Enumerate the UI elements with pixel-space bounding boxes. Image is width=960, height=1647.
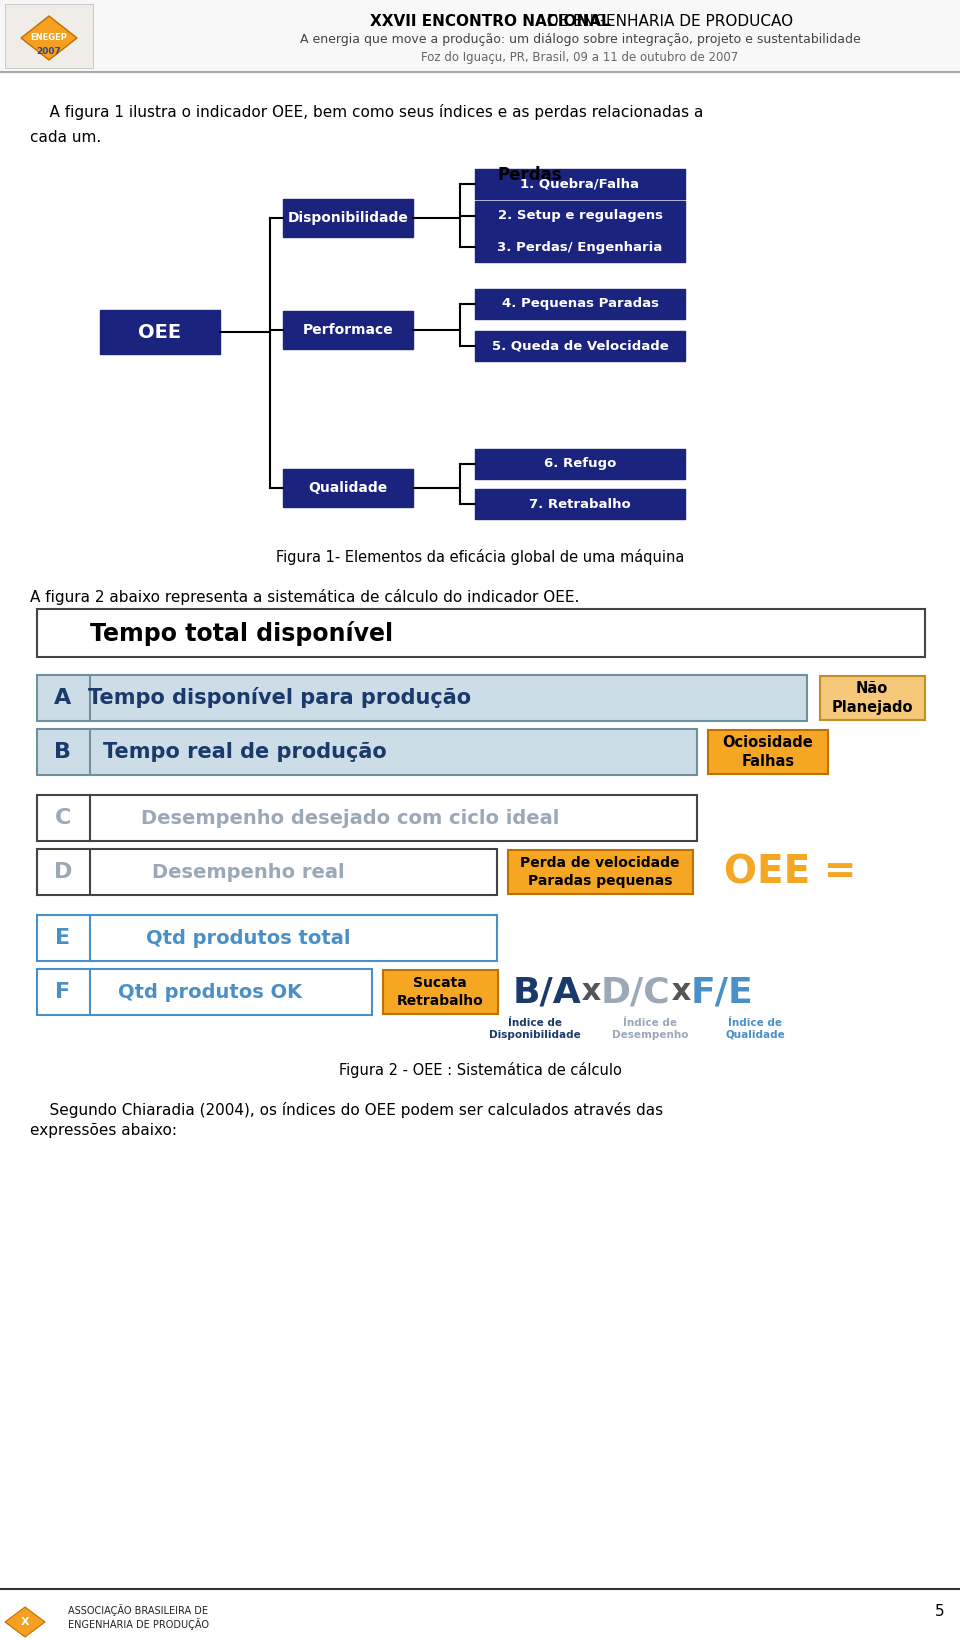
FancyBboxPatch shape	[708, 730, 828, 774]
Text: A energia que move a produção: um diálogo sobre integração, projeto e sustentabi: A energia que move a produção: um diálog…	[300, 33, 860, 46]
Text: E: E	[56, 927, 71, 949]
Text: x: x	[571, 978, 612, 1006]
Text: Tempo total disponível: Tempo total disponível	[90, 621, 394, 646]
FancyBboxPatch shape	[283, 199, 413, 237]
Text: Perda de velocidade
Paradas pequenas: Perda de velocidade Paradas pequenas	[520, 856, 680, 888]
Text: Figura 2 - OEE : Sistemática de cálculo: Figura 2 - OEE : Sistemática de cálculo	[339, 1062, 621, 1079]
Text: Não
Planejado: Não Planejado	[831, 682, 913, 715]
Text: F: F	[56, 982, 71, 1001]
Text: D: D	[54, 861, 72, 883]
FancyBboxPatch shape	[37, 730, 697, 776]
Text: B: B	[55, 743, 71, 763]
Text: Perdas: Perdas	[497, 166, 563, 184]
Text: Tempo real de produção: Tempo real de produção	[103, 743, 387, 763]
FancyBboxPatch shape	[283, 469, 413, 507]
Text: Figura 1- Elementos da eficácia global de uma máquina: Figura 1- Elementos da eficácia global d…	[276, 548, 684, 565]
FancyBboxPatch shape	[37, 609, 925, 657]
FancyBboxPatch shape	[475, 232, 685, 262]
Text: C: C	[55, 809, 71, 828]
FancyBboxPatch shape	[283, 311, 413, 349]
Text: OEE =: OEE =	[724, 853, 856, 891]
Text: Disponibilidade: Disponibilidade	[288, 211, 408, 226]
Text: ENEGEP: ENEGEP	[31, 33, 67, 43]
Text: ASSOCIAÇÃO BRASILEIRA DE
ENGENHARIA DE PRODUÇÃO: ASSOCIAÇÃO BRASILEIRA DE ENGENHARIA DE P…	[68, 1604, 209, 1631]
Text: 6. Refugo: 6. Refugo	[543, 458, 616, 471]
Text: cada um.: cada um.	[30, 130, 101, 145]
FancyBboxPatch shape	[100, 310, 220, 354]
Text: x: x	[661, 978, 702, 1006]
FancyBboxPatch shape	[37, 968, 372, 1015]
Polygon shape	[5, 1607, 45, 1637]
Text: Ociosidade
Falhas: Ociosidade Falhas	[723, 735, 813, 769]
FancyBboxPatch shape	[37, 916, 497, 960]
Text: 4. Pequenas Paradas: 4. Pequenas Paradas	[501, 298, 659, 311]
FancyBboxPatch shape	[475, 331, 685, 361]
FancyBboxPatch shape	[37, 848, 497, 894]
Text: 2007: 2007	[36, 48, 61, 56]
FancyBboxPatch shape	[475, 201, 685, 231]
Text: 1. Quebra/Falha: 1. Quebra/Falha	[520, 178, 639, 191]
Polygon shape	[21, 16, 77, 59]
Text: Desempenho desejado com ciclo ideal: Desempenho desejado com ciclo ideal	[141, 809, 559, 827]
Text: F/E: F/E	[691, 975, 754, 1010]
Text: X: X	[21, 1617, 30, 1627]
Text: 7. Retrabalho: 7. Retrabalho	[529, 497, 631, 511]
Text: Qtd produtos OK: Qtd produtos OK	[118, 983, 302, 1001]
Text: XXVII ENCONTRO NACIONAL: XXVII ENCONTRO NACIONAL	[370, 15, 611, 30]
Text: Desempenho real: Desempenho real	[152, 863, 345, 881]
Text: expressões abaixo:: expressões abaixo:	[30, 1123, 177, 1138]
FancyBboxPatch shape	[5, 3, 93, 68]
Text: A figura 1 ilustra o indicador OEE, bem como seus índices e as perdas relacionad: A figura 1 ilustra o indicador OEE, bem …	[30, 104, 704, 120]
Text: Sucata
Retrabalho: Sucata Retrabalho	[396, 977, 484, 1008]
Text: Tempo disponível para produção: Tempo disponível para produção	[88, 687, 471, 708]
Text: DE ENGENHARIA DE PRODUCAO: DE ENGENHARIA DE PRODUCAO	[542, 15, 793, 30]
FancyBboxPatch shape	[508, 850, 693, 894]
Text: 5. Queda de Velocidade: 5. Queda de Velocidade	[492, 339, 668, 352]
Text: 2. Setup e regulagens: 2. Setup e regulagens	[497, 209, 662, 222]
Text: OEE: OEE	[138, 323, 181, 341]
FancyBboxPatch shape	[475, 170, 685, 199]
FancyBboxPatch shape	[383, 970, 498, 1015]
FancyBboxPatch shape	[0, 0, 960, 72]
Text: Foz do Iguaçu, PR, Brasil, 09 a 11 de outubro de 2007: Foz do Iguaçu, PR, Brasil, 09 a 11 de ou…	[421, 51, 738, 64]
Text: Segundo Chiaradia (2004), os índices do OEE podem ser calculados através das: Segundo Chiaradia (2004), os índices do …	[30, 1102, 663, 1118]
FancyBboxPatch shape	[475, 489, 685, 519]
FancyBboxPatch shape	[37, 796, 697, 842]
Text: Qualidade: Qualidade	[308, 481, 388, 496]
FancyBboxPatch shape	[37, 675, 807, 721]
FancyBboxPatch shape	[475, 288, 685, 320]
Text: B/A: B/A	[513, 975, 582, 1010]
Text: Índice de
Disponibilidade: Índice de Disponibilidade	[490, 1018, 581, 1039]
Text: Índice de
Qualidade: Índice de Qualidade	[725, 1018, 785, 1039]
Text: D/C: D/C	[601, 975, 671, 1010]
Text: A figura 2 abaixo representa a sistemática de cálculo do indicador OEE.: A figura 2 abaixo representa a sistemáti…	[30, 590, 580, 604]
Text: Índice de
Desempenho: Índice de Desempenho	[612, 1018, 688, 1039]
Text: A: A	[55, 688, 72, 708]
Text: Qtd produtos total: Qtd produtos total	[146, 929, 350, 947]
Text: 3. Perdas/ Engenharia: 3. Perdas/ Engenharia	[497, 240, 662, 254]
Text: 5: 5	[935, 1604, 945, 1619]
FancyBboxPatch shape	[820, 675, 925, 720]
FancyBboxPatch shape	[475, 450, 685, 479]
Text: Performace: Performace	[302, 323, 394, 338]
